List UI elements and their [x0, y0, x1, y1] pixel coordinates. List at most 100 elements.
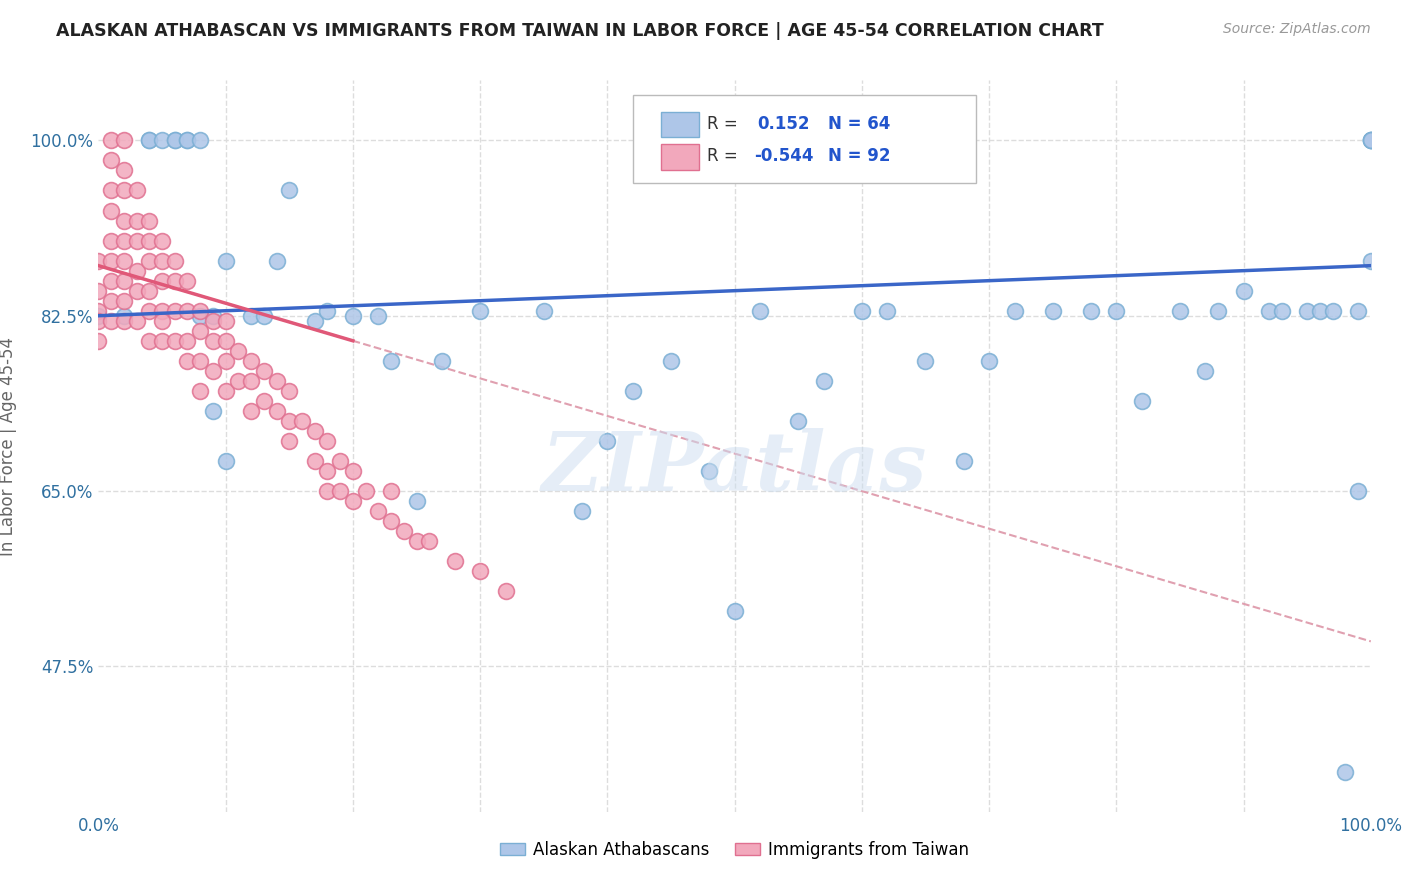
Point — [316, 484, 339, 499]
Text: N = 64: N = 64 — [828, 115, 890, 133]
Point — [176, 303, 198, 318]
Point — [596, 434, 619, 448]
Point — [571, 504, 593, 518]
Point — [278, 384, 301, 398]
Point — [443, 554, 465, 568]
Point — [125, 263, 148, 277]
Point — [1360, 133, 1382, 147]
Point — [1105, 303, 1128, 318]
Point — [214, 454, 236, 468]
Point — [188, 133, 211, 147]
Text: -0.544: -0.544 — [754, 147, 813, 165]
Point — [228, 343, 250, 358]
Point — [100, 253, 122, 268]
Point — [112, 309, 135, 323]
Point — [201, 334, 224, 348]
Point — [150, 303, 173, 318]
Point — [1296, 303, 1319, 318]
Point — [380, 484, 402, 499]
Point — [138, 284, 160, 298]
Point — [1194, 364, 1216, 378]
Point — [495, 584, 517, 599]
Point — [214, 354, 236, 368]
Point — [150, 314, 173, 328]
Point — [291, 414, 314, 428]
Point — [214, 314, 236, 328]
Point — [87, 309, 110, 323]
Point — [1360, 133, 1382, 147]
Point — [214, 253, 236, 268]
Point — [100, 314, 122, 328]
Point — [1080, 303, 1102, 318]
Point — [1130, 393, 1153, 408]
Point — [201, 314, 224, 328]
Point — [188, 324, 211, 338]
Point — [138, 334, 160, 348]
Point — [787, 414, 810, 428]
Point — [316, 303, 339, 318]
Point — [533, 303, 555, 318]
Point — [952, 454, 974, 468]
Point — [240, 309, 263, 323]
Point — [176, 133, 198, 147]
Point — [697, 464, 720, 478]
Point — [125, 314, 148, 328]
Point — [266, 253, 288, 268]
Point — [621, 384, 644, 398]
Point — [150, 274, 173, 288]
Text: N = 92: N = 92 — [828, 147, 890, 165]
Point — [470, 303, 492, 318]
Point — [659, 354, 682, 368]
Point — [1168, 303, 1191, 318]
Point — [1206, 303, 1229, 318]
Point — [240, 354, 263, 368]
Point — [240, 374, 263, 388]
Point — [240, 404, 263, 418]
Point — [87, 303, 110, 318]
Legend: Alaskan Athabascans, Immigrants from Taiwan: Alaskan Athabascans, Immigrants from Tai… — [494, 834, 976, 865]
Point — [214, 384, 236, 398]
Point — [163, 274, 186, 288]
Point — [367, 309, 389, 323]
Point — [112, 163, 135, 178]
Point — [329, 484, 352, 499]
Point — [342, 494, 364, 508]
Point — [100, 153, 122, 168]
Point — [1322, 303, 1344, 318]
Point — [253, 393, 276, 408]
Point — [100, 184, 122, 198]
Point — [201, 309, 224, 323]
Point — [112, 314, 135, 328]
Point — [979, 354, 1001, 368]
Point — [112, 234, 135, 248]
Point — [138, 133, 160, 147]
Point — [266, 404, 288, 418]
Point — [749, 303, 772, 318]
Point — [253, 364, 276, 378]
Point — [201, 404, 224, 418]
Point — [380, 514, 402, 528]
Point — [188, 303, 211, 318]
Point — [87, 284, 110, 298]
Point — [150, 253, 173, 268]
Point — [1347, 303, 1369, 318]
FancyBboxPatch shape — [661, 144, 699, 169]
Point — [150, 234, 173, 248]
Point — [316, 434, 339, 448]
Point — [125, 284, 148, 298]
Point — [1004, 303, 1026, 318]
Point — [163, 303, 186, 318]
Point — [138, 303, 160, 318]
Point — [1309, 303, 1331, 318]
Point — [380, 354, 402, 368]
Point — [813, 374, 835, 388]
Point — [138, 213, 160, 227]
Point — [176, 334, 198, 348]
Text: 0.152: 0.152 — [758, 115, 810, 133]
Point — [112, 253, 135, 268]
Point — [354, 484, 377, 499]
Point — [87, 334, 110, 348]
Text: ZIPatlas: ZIPatlas — [541, 428, 928, 508]
Point — [138, 133, 160, 147]
Point — [278, 434, 301, 448]
